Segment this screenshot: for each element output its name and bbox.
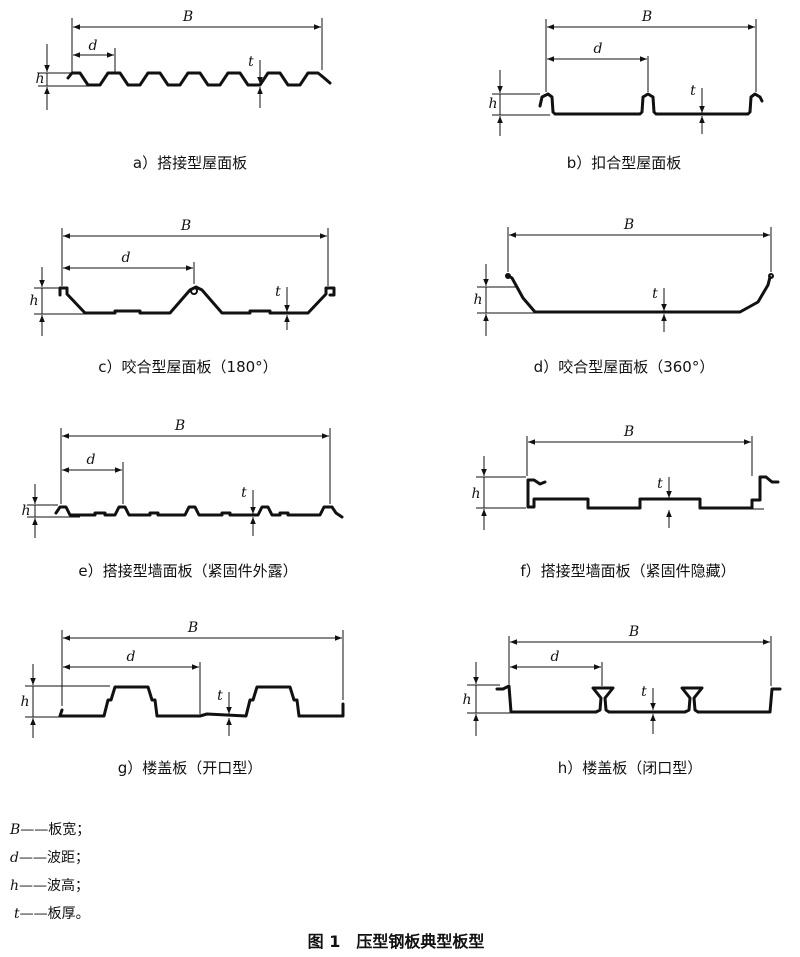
- dim-h-h: h: [462, 692, 471, 708]
- dim-t-g: t: [217, 688, 223, 704]
- dim-B-d: B: [623, 217, 634, 233]
- panel-h: B d h t h）楼盖板（闭口型）: [462, 624, 782, 777]
- dim-B-a: B: [182, 9, 193, 25]
- caption-a: a）搭接型屋面板: [133, 154, 247, 172]
- caption-g: g）楼盖板（开口型）: [118, 759, 263, 777]
- dim-B-e: B: [174, 418, 185, 434]
- panel-c: B d h t c）咬合型屋面板（180°）: [29, 218, 336, 376]
- dim-d-a: d: [89, 38, 98, 54]
- legend: B——板宽； d——波距； h——波高； t——板厚。: [9, 821, 90, 922]
- dim-h-b: h: [488, 96, 497, 112]
- panel-f: B h t f）搭接型墙面板（紧固件隐藏）: [471, 424, 780, 580]
- profile-f: [526, 475, 780, 510]
- seam-c: [190, 287, 198, 295]
- caption-c: c）咬合型屋面板（180°）: [98, 358, 277, 376]
- dim-t-h: t: [641, 684, 647, 700]
- dim-d-b: d: [594, 41, 603, 57]
- caption-e: e）搭接型墙面板（紧固件外露）: [78, 562, 297, 580]
- panel-e: B d h t e）搭接型墙面板（紧固件外露）: [21, 418, 344, 580]
- profile-c: [58, 285, 336, 315]
- dim-t-b: t: [690, 83, 696, 99]
- dim-d-h: d: [551, 649, 560, 665]
- dim-t-f: t: [657, 476, 663, 492]
- dim-B-g: B: [187, 620, 198, 636]
- caption-d: d）咬合型屋面板（360°）: [534, 358, 715, 376]
- legend-item-B: B——板宽；: [9, 821, 90, 838]
- profile-h: [495, 684, 782, 714]
- legend-item-h: h——波高；: [10, 877, 89, 894]
- legend-item-t: t——板厚。: [14, 906, 90, 922]
- dim-d-g: d: [127, 649, 136, 665]
- panel-a: B d h t a）搭接型屋面板: [35, 9, 332, 172]
- caption-f: f）搭接型墙面板（紧固件隐藏）: [520, 562, 735, 580]
- dim-B-h: B: [628, 624, 639, 640]
- dim-h-g: h: [20, 694, 29, 710]
- panel-b: B d h t b）扣合型屋面板: [488, 9, 764, 172]
- dim-h-d: h: [473, 292, 482, 308]
- dim-B-c: B: [180, 218, 191, 234]
- profile-e: [54, 505, 344, 519]
- dim-t-d: t: [652, 286, 658, 302]
- seam-d-right: [768, 273, 774, 279]
- caption-b: b）扣合型屋面板: [567, 154, 682, 172]
- dim-B-f: B: [623, 424, 634, 440]
- dim-t-e: t: [241, 485, 247, 501]
- profile-a: [66, 71, 332, 87]
- legend-item-d: d——波距；: [10, 850, 89, 866]
- dim-d-c: d: [122, 250, 131, 266]
- dim-h-f: h: [471, 486, 480, 502]
- dim-t-a: t: [248, 54, 254, 70]
- dim-h-c: h: [29, 293, 38, 309]
- dim-B-b: B: [641, 9, 652, 25]
- dim-d-e: d: [87, 452, 96, 468]
- profile-g: [58, 685, 345, 718]
- panel-g: B d h t g）楼盖板（开口型）: [20, 620, 345, 777]
- dim-h-e: h: [21, 503, 30, 519]
- dim-t-c: t: [275, 284, 281, 300]
- figure-title: 图 1 压型钢板典型板型: [308, 932, 485, 951]
- profile-b: [538, 92, 764, 116]
- seam-d-left: [505, 273, 511, 279]
- dim-h-a: h: [35, 71, 44, 87]
- profile-d: [505, 273, 772, 314]
- panel-d: B h t d）咬合型屋面板（360°）: [473, 217, 774, 376]
- caption-h: h）楼盖板（闭口型）: [558, 759, 703, 777]
